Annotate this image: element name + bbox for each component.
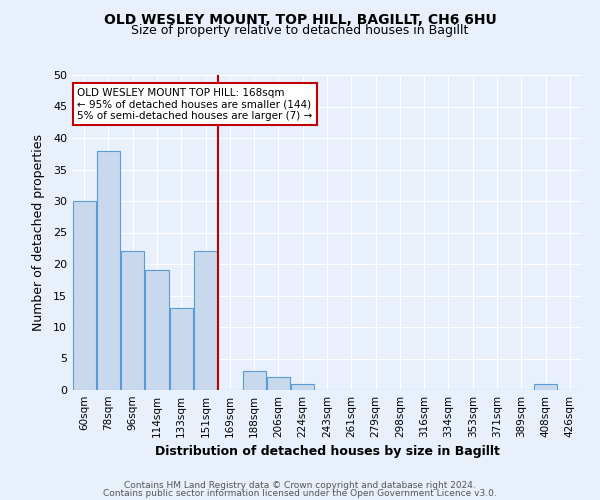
Text: OLD WESLEY MOUNT TOP HILL: 168sqm
← 95% of detached houses are smaller (144)
5% : OLD WESLEY MOUNT TOP HILL: 168sqm ← 95% … — [77, 88, 313, 121]
Text: Size of property relative to detached houses in Bagillt: Size of property relative to detached ho… — [131, 24, 469, 37]
X-axis label: Distribution of detached houses by size in Bagillt: Distribution of detached houses by size … — [155, 446, 499, 458]
Bar — [170, 308, 193, 390]
Bar — [145, 270, 169, 390]
Bar — [291, 384, 314, 390]
Bar — [534, 384, 557, 390]
Bar — [242, 371, 266, 390]
Text: Contains public sector information licensed under the Open Government Licence v3: Contains public sector information licen… — [103, 488, 497, 498]
Text: Contains HM Land Registry data © Crown copyright and database right 2024.: Contains HM Land Registry data © Crown c… — [124, 481, 476, 490]
Bar — [73, 201, 95, 390]
Bar — [267, 378, 290, 390]
Bar — [97, 150, 120, 390]
Y-axis label: Number of detached properties: Number of detached properties — [32, 134, 44, 331]
Bar — [194, 252, 217, 390]
Bar — [121, 252, 144, 390]
Text: OLD WESLEY MOUNT, TOP HILL, BAGILLT, CH6 6HU: OLD WESLEY MOUNT, TOP HILL, BAGILLT, CH6… — [104, 12, 496, 26]
